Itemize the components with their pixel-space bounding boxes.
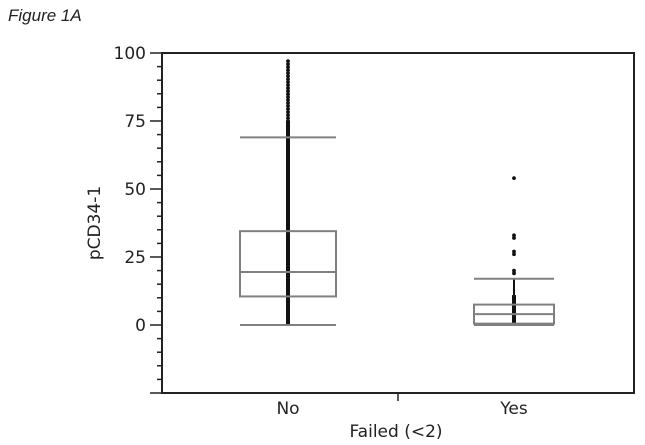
y-axis-title: pCD34-1 — [85, 186, 105, 260]
x-axis-title: Failed (<2) — [349, 422, 442, 442]
y-axis: 0 25 50 75 100 — [114, 44, 162, 394]
plot-frame — [161, 52, 635, 394]
x-axis: No Yes — [276, 393, 528, 419]
y-tick-label: 100 — [114, 44, 146, 64]
x-tick-label: No — [276, 399, 299, 419]
box-no — [239, 59, 337, 326]
boxes — [239, 59, 555, 326]
y-tick-label: 0 — [135, 316, 146, 336]
y-tick-label: 50 — [124, 180, 146, 200]
y-tick-label: 75 — [124, 112, 146, 132]
figure-label: Figure 1A — [8, 6, 82, 25]
x-tick-label: Yes — [499, 399, 528, 419]
y-tick-label: 25 — [124, 248, 146, 268]
box-yes — [473, 176, 555, 326]
